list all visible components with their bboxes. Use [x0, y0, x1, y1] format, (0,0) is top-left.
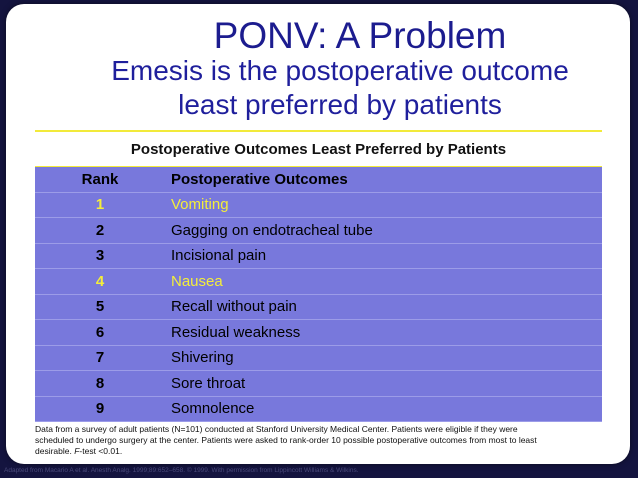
footnote-text: -test <0.01. — [79, 446, 123, 456]
rank-cell: 6 — [35, 319, 165, 346]
footnote-text: Data from a survey of adult patients (N=… — [35, 424, 537, 456]
footnote-text: F — [74, 446, 80, 456]
rank-cell: 5 — [35, 294, 165, 320]
rank-cell: 3 — [35, 243, 165, 269]
title: PONV: A Problem — [213, 15, 507, 56]
table-title: Postoperative Outcomes Least Preferred b… — [130, 141, 507, 158]
table-row: 7 Shivering — [35, 345, 602, 371]
rank-cell: 1 — [35, 192, 165, 218]
outcome-cell: Gagging on endotracheal tube — [165, 217, 602, 244]
rank-cell: 8 — [35, 370, 165, 397]
outcome-cell: Nausea — [165, 268, 602, 295]
outcome-cell: Residual weakness — [165, 319, 602, 346]
table: Rank Postoperative Outcomes 1 Vomiting 2 Ga… — [35, 166, 602, 422]
table-row: 5 Recall without pain — [35, 294, 602, 320]
header-cell: Postoperative Outcomes — [165, 166, 602, 193]
subtitle: least preferred by patients — [178, 89, 502, 120]
table-row: 4 Nausea — [35, 268, 602, 295]
table-row: 2 Gagging on endotracheal tube — [35, 217, 602, 244]
outcome-cell: Incisional pain — [165, 243, 602, 269]
source: Adapted from Macario A et al. Anesth Ana… — [4, 467, 359, 474]
outcome-cell: Shivering — [165, 345, 602, 371]
table-row: 3 Incisional pain — [35, 243, 602, 269]
outcome-cell: Vomiting — [165, 192, 602, 218]
rank-cell: 9 — [35, 396, 165, 422]
footnote: Data from a survey of adult patients (N=… — [35, 424, 555, 457]
table-row: 1 Vomiting — [35, 192, 602, 218]
table-row: 8 Sore throat — [35, 370, 602, 397]
outcome-cell: Sore throat — [165, 370, 602, 397]
subtitle: Emesis is the postoperative outcome — [111, 55, 569, 86]
outcome-cell: Recall without pain — [165, 294, 602, 320]
outcome-cell: Somnolence — [165, 396, 602, 422]
rank-cell: 4 — [35, 268, 165, 295]
header-cell: Rank — [35, 166, 165, 193]
divider — [35, 130, 602, 132]
header-row: Rank Postoperative Outcomes — [35, 166, 602, 193]
table-row: 6 Residual weakness — [35, 319, 602, 346]
rank-cell: 2 — [35, 217, 165, 244]
table-row: 9 Somnolence — [35, 396, 602, 422]
rank-cell: 7 — [35, 345, 165, 371]
